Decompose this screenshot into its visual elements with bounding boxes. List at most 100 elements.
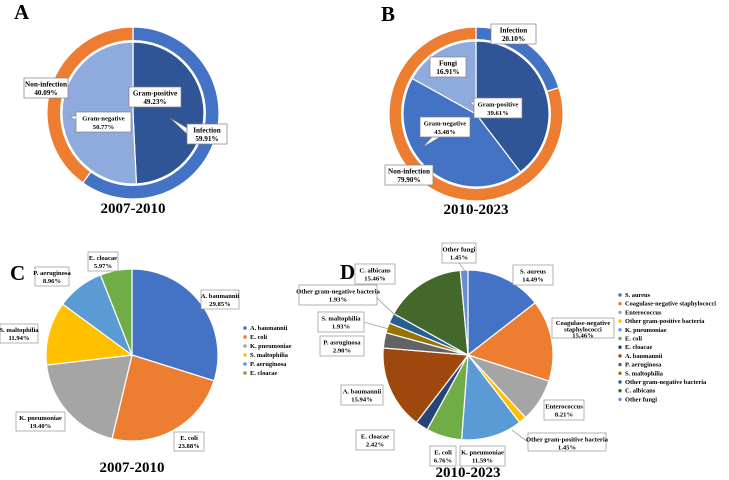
panel-a-gram-positive-name: Gram-positive [133,90,177,98]
panel-c-legend-item-1: A. baumannii [250,325,288,332]
panel-d-label-name-11: Other gram-negative bacteria [296,289,380,296]
panel-b-gram-positive-value: 39.61% [487,110,508,117]
panel-d-label-name-5: K. pneumoniae [461,450,504,457]
panel-d-label-name-2b: staphylococci [564,327,602,334]
panel-d-label-name-6: E. coli [434,450,452,457]
panel-c-label-box-2 [173,431,205,452]
panel-d-legend-marker-10 [618,371,622,375]
panel-c-label-name-2: E. coli [180,435,198,442]
panel-c-legend-marker-2 [243,335,247,339]
panel-d-label-value-1: 14.49% [522,277,543,284]
panel-d-legend-item-3: Enterococcus [625,309,662,316]
panel-d-leader-other-fungi [458,262,466,272]
panel-d-label-value-5: 11.59% [472,458,493,465]
panel-d-legend-marker-9 [618,362,622,367]
panel-c-label-value-2: 23.88% [178,443,199,450]
panel-d-legend-item-4: Other gram-positive bacteria [625,318,705,325]
panel-b-infection-name: Infection [500,27,528,35]
panel-b-infection-value: 20.10% [502,35,525,43]
panel-c-label-name-3: K. pneumoniae [19,415,62,422]
panel-b-period: 2010-2023 [444,202,509,218]
panel-b-letter: B [381,2,395,26]
panel-d-legend-marker-7 [618,345,622,349]
panel-d-letter: D [340,260,355,284]
panel-d-label-name-13: Other fungi [442,247,475,254]
panel-d-label-box-9 [319,335,365,357]
panel-c-legend-marker-4 [243,353,247,357]
panel-c-label-box-3 [15,411,66,432]
panel-c-label-box-6 [87,251,119,272]
panel-d-label-value-6: 6.76% [434,458,452,465]
panel-d-leader-other-gram-negative [376,297,399,319]
panel-c-slice-2 [111,354,215,442]
panel-b-gram-negative-name: Gram-negative [424,121,467,128]
panel-c-legend-item-3: K. pneumoniae [250,343,292,350]
panel-a-letter: A [14,0,30,24]
panel-d-leader-other-gram-positive [511,429,529,443]
panel-d-legend-item-12: C. albicans [625,388,656,395]
panel-c-slice-4 [45,303,134,366]
panel-c-label-value-4: 11.94% [8,335,29,342]
panel-d-label-name-1: S. aureus [520,269,546,276]
panel-d-legend-marker-2 [618,302,622,306]
panel-d-legend-marker-12 [618,389,622,393]
panel-b-label-gram-negative-box [419,116,471,138]
panel-d-leader-s-maltophilia [363,321,393,331]
panel-d-label-value-13: 1.45% [450,255,468,262]
panel-c-label-box-4 [0,323,39,344]
panel-d-legend-item-1: S. aureus [625,292,651,299]
panel-a-infection-name: Infection [193,127,221,135]
panel-c-legend-marker-3 [243,344,247,348]
panel-d-label-box-5 [459,445,506,467]
panel-b-label-infection-box [490,23,537,45]
panel-a-non-infection-value: 40.09% [34,89,57,97]
panel-d-legend-item-5: K. pneumoniae [625,327,667,334]
panel-a-period: 2007-2010 [101,201,166,217]
panel-d-label-box-7 [355,429,395,451]
panel-a-gram-negative-value: 50.77% [93,124,114,131]
panel-b-gram-negative-value: 43.48% [434,129,455,136]
panel-d-label-name-8: A. baumannii [343,389,382,396]
panel-a-gram-positive-value: 49.23% [143,98,166,106]
panel-c-legend-marker-6 [243,371,247,375]
panel-b-label-fungi-box [429,56,467,78]
panel-d-label-name-2a: Coagulase-negative [556,320,611,327]
panel-d-slice-5 [460,353,521,441]
panel-d-label-name-3: Enterococcus [545,404,583,411]
panel-d-label-box-3 [543,399,585,421]
panel-d-slice-1 [467,269,536,357]
panel-d-label-box-6 [429,445,457,467]
panel-b-fungi-value: 16.91% [436,68,459,76]
panel-d-label-value-4: 1.45% [558,445,576,452]
panel-d-label-name-7: E. cloacae [361,434,389,441]
panel-c-letter: C [10,261,25,285]
panel-d-label-value-2: 15.46% [572,333,593,340]
panel-d-legend-item-6: E. coli [625,336,642,343]
panel-c-label-name-4: S. maltophilia [0,327,39,334]
panel-d-legend-item-10: S. maltophilia [625,370,664,377]
panel-b-label-gram-positive-box [473,97,523,119]
panel-a-gram-negative-name: Gram-negative [82,116,125,123]
panel-d-legend-item-8: A. baumannii [625,353,663,360]
panel-c-slice-3 [45,354,133,440]
panel-c-label-name-1: A. baumannii [201,293,240,300]
panel-c-legend-item-2: E. coli [250,334,267,341]
panel-a-label-gram-negative-box [75,111,132,133]
panel-d-legend-item-13: Other fungi [625,396,657,403]
